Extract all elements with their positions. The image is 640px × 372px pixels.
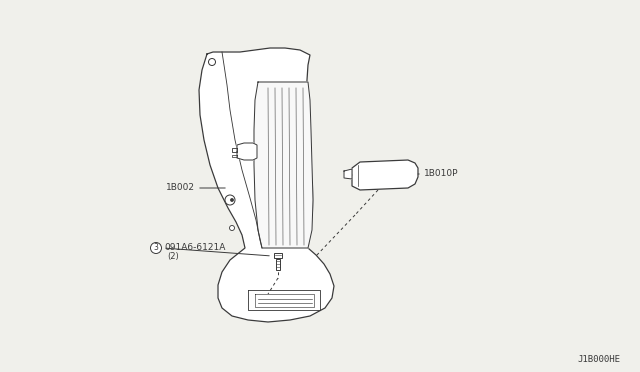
Text: 091A6-6121A: 091A6-6121A — [164, 244, 225, 253]
Polygon shape — [199, 48, 334, 322]
Polygon shape — [232, 155, 237, 157]
Circle shape — [150, 243, 161, 253]
Polygon shape — [237, 143, 257, 160]
Bar — [274, 253, 282, 258]
Polygon shape — [344, 169, 352, 179]
Circle shape — [209, 58, 216, 65]
Text: 3: 3 — [154, 244, 159, 253]
Text: (2): (2) — [167, 251, 179, 260]
Bar — [276, 259, 280, 270]
Text: 1B002: 1B002 — [166, 183, 195, 192]
Text: 1B010P: 1B010P — [424, 170, 458, 179]
Polygon shape — [254, 82, 313, 248]
Polygon shape — [352, 160, 418, 190]
Circle shape — [230, 225, 234, 231]
Polygon shape — [232, 148, 237, 152]
Circle shape — [231, 199, 233, 201]
Circle shape — [225, 195, 235, 205]
Text: J1B000HE: J1B000HE — [577, 355, 620, 364]
